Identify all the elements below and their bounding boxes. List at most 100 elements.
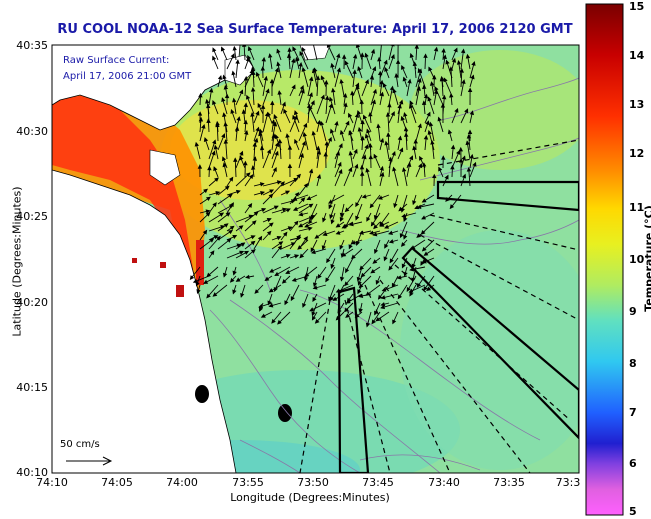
current-vector-head — [222, 74, 227, 80]
legend-line-2: April 17, 2006 21:00 GMT — [63, 71, 192, 82]
current-vector-head — [213, 144, 219, 150]
current-vector-head — [336, 53, 341, 59]
current-vector-head — [253, 137, 259, 143]
current-vector-head — [343, 102, 348, 108]
current-vector-head — [344, 207, 350, 213]
current-vector-head — [229, 202, 234, 208]
current-vector-head — [350, 240, 356, 245]
current-vector-head — [208, 87, 214, 93]
current-vector-head — [317, 274, 322, 279]
current-vector-head — [255, 126, 260, 132]
current-vector-head — [316, 119, 322, 125]
current-vector-head — [421, 162, 427, 167]
current-vector-head — [323, 151, 328, 157]
current-vector-head — [303, 276, 309, 282]
current-vector-head — [296, 173, 301, 179]
current-vector-head — [383, 59, 388, 65]
colorbar-tick: 11 — [629, 201, 645, 214]
current-vector-head — [408, 288, 414, 293]
colorbar-tick: 14 — [629, 49, 645, 62]
current-vector-head — [372, 66, 377, 72]
current-vector-head — [409, 52, 414, 58]
colorbar-tick: 13 — [629, 98, 645, 111]
current-vector-head — [432, 74, 437, 80]
current-vector-head — [285, 253, 291, 259]
current-vector-head — [223, 84, 229, 90]
current-vector-head — [247, 202, 253, 208]
current-vector-head — [400, 242, 406, 247]
current-vector-head — [269, 268, 275, 273]
current-vector-head — [329, 214, 334, 220]
current-vector-head — [263, 75, 268, 81]
current-vector-head — [338, 168, 343, 175]
current-vector-head — [390, 111, 395, 117]
x-tick: 73:3 — [555, 476, 581, 489]
y-tick: 40:25 — [16, 210, 48, 223]
current-vector-head — [243, 119, 248, 125]
current-vector-head — [189, 275, 195, 280]
current-vector-head — [409, 155, 414, 161]
current-vector-head — [260, 66, 266, 71]
current-vector-head — [278, 241, 284, 246]
current-vector-head — [232, 45, 237, 51]
current-vector-head — [355, 240, 360, 246]
current-vector-head — [421, 246, 427, 252]
current-vector-head — [358, 308, 363, 314]
current-vector-head — [198, 92, 203, 98]
current-vector-head — [290, 296, 295, 302]
current-vector-head — [419, 155, 424, 161]
current-vector-head — [423, 134, 429, 140]
current-vector-head — [416, 204, 422, 210]
current-vector-head — [303, 182, 309, 188]
y-axis-label: Latitude (Degrees:Minutes) — [10, 186, 24, 337]
current-vector-head — [235, 189, 241, 195]
current-vector-head — [377, 294, 383, 300]
current-vector-head — [264, 276, 270, 281]
current-vector-head — [366, 128, 371, 134]
current-vector-head — [311, 315, 317, 321]
current-vector-head — [202, 229, 208, 235]
current-vector-head — [388, 239, 394, 244]
current-vector-head — [232, 97, 237, 103]
current-vector-head — [433, 46, 439, 52]
current-vector-head — [380, 304, 386, 310]
current-vector-head — [294, 138, 299, 144]
current-vector-head — [459, 68, 465, 73]
current-vector-head — [221, 97, 226, 103]
current-vector-head — [316, 174, 322, 179]
current-vector-head — [342, 93, 348, 98]
current-vector-head — [304, 223, 309, 228]
current-vector-head — [310, 247, 315, 253]
current-vector-head — [212, 55, 217, 61]
current-vector-head — [373, 224, 378, 230]
current-vector-head — [470, 74, 475, 80]
current-vector-head — [298, 62, 303, 67]
current-vector-head — [394, 73, 399, 78]
current-vector-head — [267, 111, 272, 117]
current-vector-head — [268, 222, 274, 227]
current-vector-head — [460, 48, 466, 54]
current-vector-head — [215, 191, 221, 196]
current-vector-head — [422, 84, 427, 90]
current-vector-head — [324, 95, 330, 100]
current-vector-head — [440, 103, 446, 108]
current-vector-head — [277, 90, 282, 95]
current-vector-head — [441, 94, 447, 100]
plot-frame — [51, 44, 580, 474]
current-vector-head — [369, 203, 375, 209]
current-vector-head — [312, 282, 318, 288]
x-tick: 74:05 — [101, 476, 133, 489]
current-vector-head — [441, 155, 446, 160]
current-vector-head — [428, 121, 434, 127]
current-vector-head — [450, 164, 455, 170]
current-vector-head — [236, 116, 241, 121]
current-vector-head — [403, 234, 408, 240]
current-vector-head — [335, 230, 341, 235]
current-vector-head — [308, 219, 313, 225]
current-vector-head — [438, 166, 443, 172]
current-vector-head — [291, 58, 296, 64]
current-vector-head — [251, 220, 257, 226]
current-vector-head — [287, 226, 293, 231]
current-vector-head — [441, 48, 446, 53]
